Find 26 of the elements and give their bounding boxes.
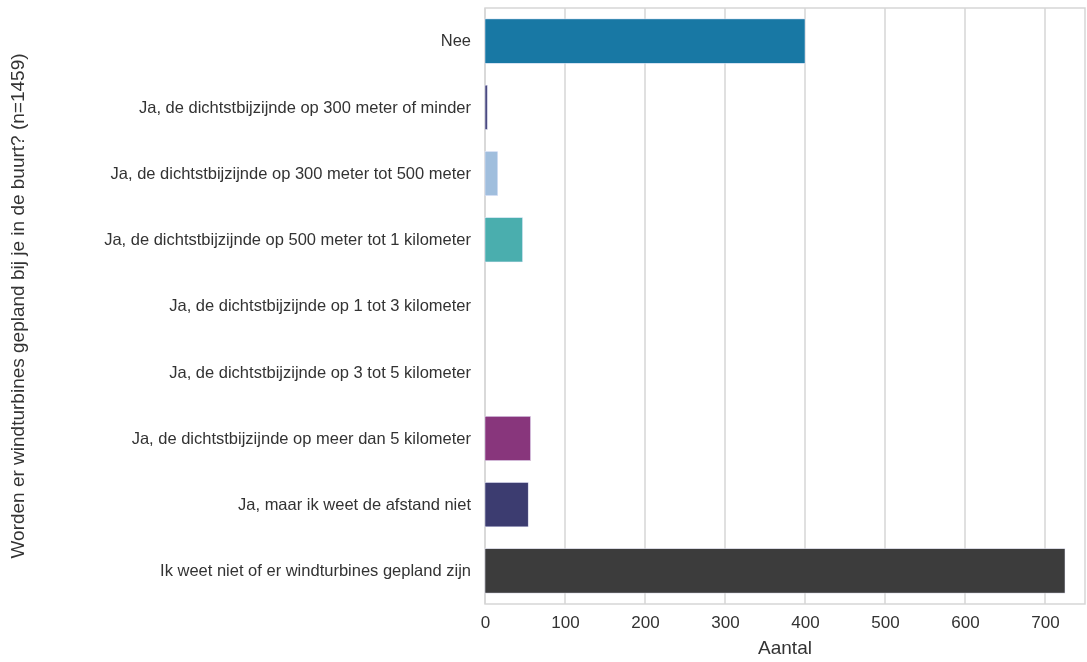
y-tick-label: Ja, de dichtstbijzijnde op 500 meter tot 1 kilometer <box>104 230 472 249</box>
y-tick-label: Ik weet niet of er windturbines gepland zijn <box>160 561 471 580</box>
y-tick-label: Ja, de dichtstbijzijnde op 1 tot 3 kilometer <box>169 296 472 315</box>
x-tick-label: 500 <box>871 613 900 633</box>
x-tick-label: 0 <box>480 613 491 633</box>
y-tick-label: Ja, de dichtstbijzijnde op 3 tot 5 kilometer <box>169 362 472 381</box>
bar <box>484 548 1066 594</box>
x-tick-label: 300 <box>711 613 740 633</box>
bar <box>484 482 529 528</box>
y-axis-title: Worden er windturbines gepland bij je in de buurt? (n=1459) <box>7 53 28 559</box>
x-tick-label: 200 <box>631 613 660 633</box>
y-tick-label: Ja, de dichtstbijzijnde op 300 meter tot 500 meter <box>110 163 472 182</box>
x-tick-label: 400 <box>791 613 820 633</box>
y-tick-label: Nee <box>440 31 471 50</box>
y-tick-label: Ja, de dichtstbijzijnde op 300 meter of minder <box>138 97 472 116</box>
bar <box>484 416 531 461</box>
x-tick-label: 700 <box>1031 613 1060 633</box>
y-tick-label: Ja, de dichtstbijzijnde op meer dan 5 kilometer <box>131 428 472 447</box>
y-tick-label: Ja, maar ik weet de afstand niet <box>238 494 472 513</box>
x-tick-label: 100 <box>551 613 580 633</box>
bar <box>484 151 499 196</box>
x-axis-title: Aantal <box>758 637 812 658</box>
x-tick-label: 600 <box>951 613 980 633</box>
bar <box>484 217 523 263</box>
bar <box>484 18 806 64</box>
bar <box>484 84 488 130</box>
